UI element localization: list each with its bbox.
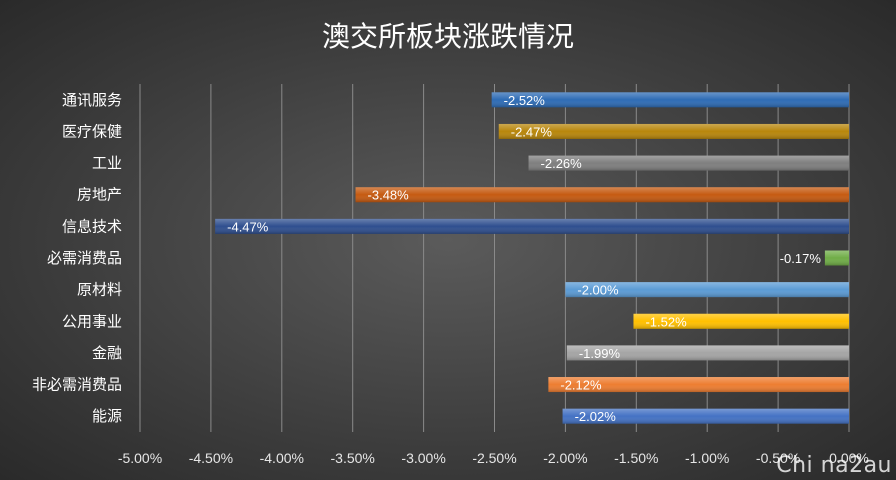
x-tick-label: -1.00% xyxy=(685,450,729,466)
category-label: 房地产 xyxy=(77,186,122,204)
x-tick-labels: -5.00% -4.50% -4.00% -3.50% -3.00% -2.50% -2.0… xyxy=(118,450,869,466)
bar-shade xyxy=(498,123,849,139)
category-label: 公用事业 xyxy=(62,312,122,330)
category-label: 工业 xyxy=(92,154,122,172)
x-tick-label: -3.00% xyxy=(401,450,445,466)
data-label: -3.48% xyxy=(368,188,410,203)
x-tick-label: -2.00% xyxy=(543,450,587,466)
category-label: 非必需消费品 xyxy=(32,376,122,394)
x-tick-label: -1.50% xyxy=(614,450,658,466)
data-label: -1.52% xyxy=(645,314,687,329)
category-label: 必需消费品 xyxy=(47,249,122,267)
bar-shade xyxy=(528,155,849,171)
x-tick-label: 0.00% xyxy=(829,450,869,466)
data-label: -2.12% xyxy=(560,378,602,393)
bar-shade xyxy=(566,345,849,361)
watermark: Chi na2au xyxy=(776,453,892,478)
x-tick-label: -4.50% xyxy=(189,450,233,466)
bar-shade xyxy=(548,377,849,393)
data-label: -4.47% xyxy=(227,219,269,234)
bar-shade xyxy=(215,218,850,234)
value-labels: -2.52% -2.47% -2.26% -3.48% -4.47% -0.17% -2.0… xyxy=(227,93,821,424)
data-label: -2.00% xyxy=(577,283,619,298)
data-label: -2.52% xyxy=(504,93,546,108)
bar-shade xyxy=(355,187,849,203)
bar-shade xyxy=(633,313,849,329)
category-label: 医疗保健 xyxy=(62,122,122,140)
data-label: -2.26% xyxy=(541,156,583,171)
bar-shade xyxy=(562,408,849,424)
category-label: 金融 xyxy=(92,344,122,362)
category-label: 信息技术 xyxy=(62,217,122,235)
x-tick-label: -3.50% xyxy=(331,450,375,466)
bar-shade xyxy=(565,282,849,298)
x-tick-label: -0.50% xyxy=(756,450,800,466)
data-label: -0.17% xyxy=(780,251,822,266)
grid-lines xyxy=(139,84,850,432)
bars xyxy=(215,92,850,424)
data-label: -2.02% xyxy=(575,409,617,424)
data-label: -2.47% xyxy=(511,124,553,139)
category-label: 通讯服务 xyxy=(62,91,122,109)
x-tick-label: -2.50% xyxy=(472,450,516,466)
category-label: 能源 xyxy=(92,407,122,425)
bar-shade xyxy=(824,250,849,266)
bar-shade xyxy=(491,92,849,108)
category-label: 原材料 xyxy=(77,281,122,299)
chart-title: 澳交所板块涨跌情况 xyxy=(322,20,574,53)
x-tick-label: -4.00% xyxy=(260,450,304,466)
data-label: -1.99% xyxy=(579,346,621,361)
x-tick-label: -5.00% xyxy=(118,450,162,466)
